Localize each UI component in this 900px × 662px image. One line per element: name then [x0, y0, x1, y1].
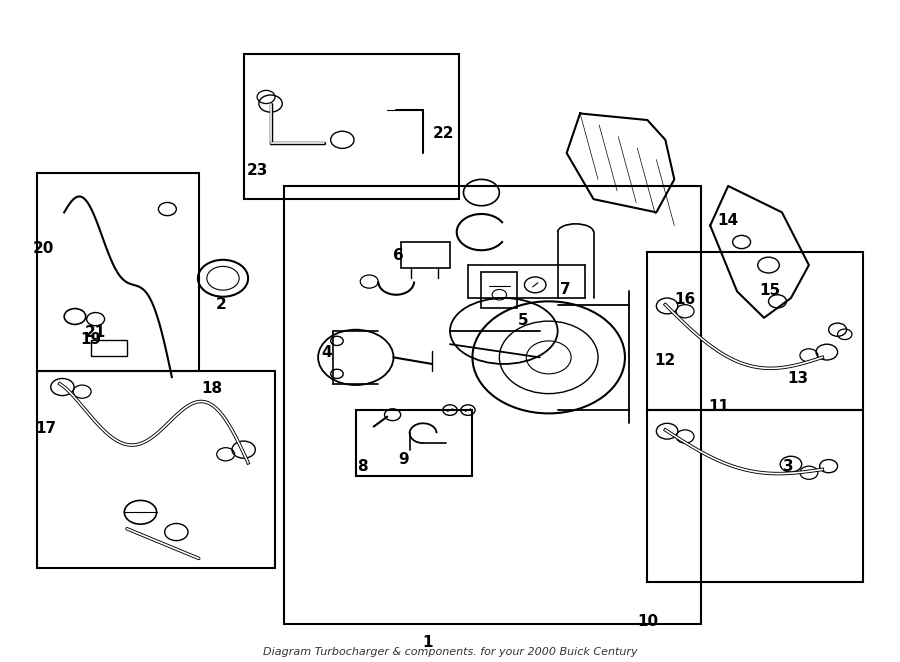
Text: 5: 5 — [518, 313, 529, 328]
Bar — [37, 173, 199, 371]
Text: 6: 6 — [392, 248, 403, 263]
Text: 22: 22 — [433, 126, 454, 141]
Text: 19: 19 — [80, 332, 102, 347]
Bar — [244, 54, 459, 199]
Text: 4: 4 — [322, 345, 332, 359]
Text: 16: 16 — [674, 292, 696, 307]
Text: 9: 9 — [398, 452, 409, 467]
Text: 2: 2 — [216, 297, 227, 312]
Text: 8: 8 — [356, 459, 367, 474]
Text: Diagram Turbocharger & components. for your 2000 Buick Century: Diagram Turbocharger & components. for y… — [263, 647, 637, 657]
Text: 1: 1 — [422, 635, 433, 649]
Bar — [284, 186, 701, 624]
Text: 7: 7 — [560, 282, 571, 297]
Bar — [400, 242, 450, 268]
Text: 3: 3 — [783, 459, 794, 473]
Bar — [356, 410, 472, 476]
Text: 23: 23 — [247, 164, 268, 178]
Text: 20: 20 — [33, 241, 54, 256]
Text: 15: 15 — [759, 283, 780, 298]
Text: 17: 17 — [36, 421, 57, 436]
Text: 11: 11 — [708, 399, 730, 414]
Text: 18: 18 — [202, 381, 223, 396]
Bar — [647, 410, 863, 581]
Bar — [37, 371, 275, 568]
Text: 21: 21 — [85, 325, 106, 340]
Bar — [482, 271, 517, 308]
Text: 13: 13 — [788, 371, 809, 386]
Text: 12: 12 — [654, 353, 676, 368]
Bar — [91, 340, 127, 356]
Text: 10: 10 — [637, 614, 658, 628]
Bar — [647, 252, 863, 410]
Text: 14: 14 — [717, 213, 739, 228]
